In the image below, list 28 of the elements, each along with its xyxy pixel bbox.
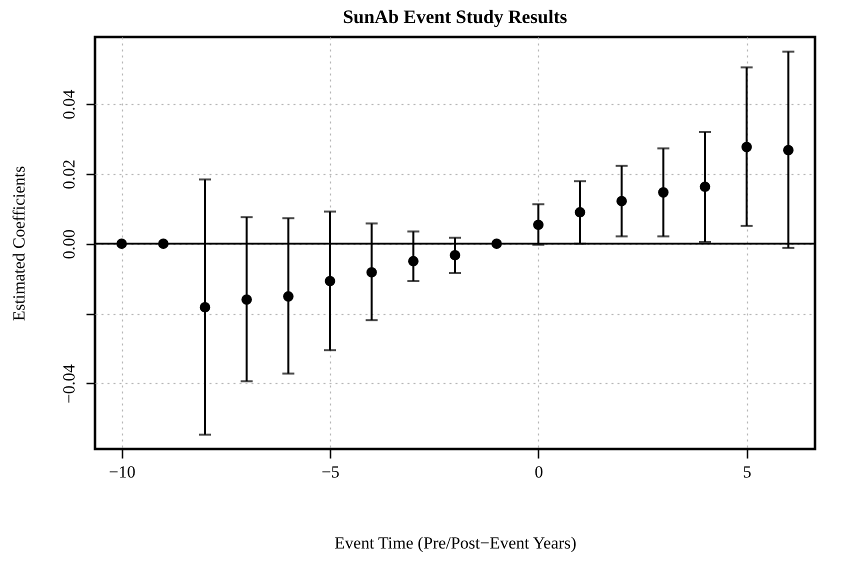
point: [283, 291, 294, 302]
point: [116, 238, 127, 249]
point: [658, 187, 669, 198]
x-tick-label: −5: [321, 462, 340, 482]
point: [491, 238, 502, 249]
point: [700, 182, 710, 192]
point: [366, 267, 377, 278]
point: [783, 144, 794, 156]
point: [158, 238, 169, 249]
point: [450, 250, 460, 260]
point: [616, 196, 627, 206]
x-tick-label: −10: [108, 462, 136, 482]
point: [324, 276, 336, 286]
y-tick-label: −0.04: [60, 364, 78, 404]
x-axis-title: Event Time (Pre/Post−Event Years): [334, 534, 576, 552]
y-tick-label: 0.04: [60, 89, 78, 120]
point: [200, 302, 210, 312]
y-tick-label: 0.02: [60, 159, 78, 190]
y-tick-label: 0.00: [60, 229, 78, 260]
point: [533, 220, 544, 230]
x-tick-label: 0: [534, 462, 544, 482]
y-axis-title: Estimated Coefficients: [10, 166, 28, 322]
x-tick-label: 5: [742, 462, 752, 482]
chart-title: SunAb Event Study Results: [342, 7, 568, 28]
point: [408, 256, 419, 266]
point: [241, 294, 252, 305]
point: [574, 207, 586, 218]
point: [741, 142, 752, 152]
